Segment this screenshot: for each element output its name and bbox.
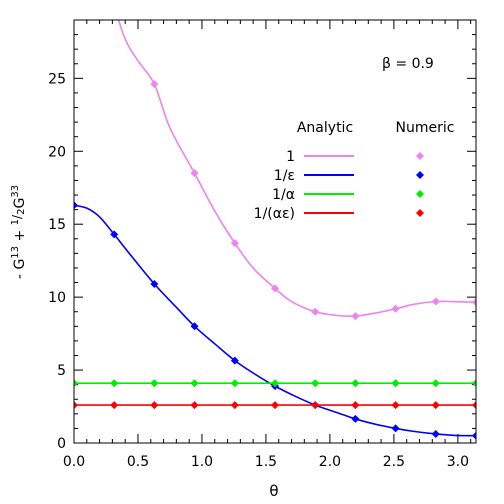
y-tick-label: 20 — [48, 144, 66, 160]
data-point-1 — [432, 430, 440, 438]
data-point-2 — [150, 379, 158, 387]
data-point-3 — [392, 401, 400, 409]
y-tick-label: 15 — [48, 217, 66, 233]
data-point-0 — [191, 169, 199, 177]
y-label-mid: G — [12, 198, 28, 209]
x-axis-label: θ — [269, 482, 278, 500]
y-tick-label: 5 — [57, 363, 66, 379]
x-tick-label: 1.0 — [191, 454, 213, 470]
y-tick-label: 10 — [48, 290, 66, 306]
data-point-2 — [191, 379, 199, 387]
legend-label-3: 1/(αε) — [254, 206, 295, 222]
legend-marker-3 — [416, 209, 424, 217]
data-point-2 — [311, 379, 319, 387]
data-point-3 — [110, 401, 118, 409]
x-tick-label: 1.5 — [255, 454, 277, 470]
data-point-1 — [392, 424, 400, 432]
data-point-3 — [311, 401, 319, 409]
data-point-2 — [432, 379, 440, 387]
legend: 1 1/ε 1/α 1/(αε) — [254, 149, 424, 222]
y-label-plus: + — [12, 225, 28, 246]
annotation-beta: β = 0.9 — [382, 56, 434, 72]
data-point-0 — [351, 312, 359, 320]
x-tick-label: 0.0 — [63, 454, 85, 470]
data-point-2 — [351, 379, 359, 387]
y-tick-label: 0 — [57, 436, 66, 452]
x-tick-label: 2.0 — [319, 454, 341, 470]
data-point-0 — [311, 308, 319, 316]
y-tick-label: 25 — [48, 71, 66, 87]
legend-label-0: 1 — [286, 149, 295, 165]
legend-marker-0 — [416, 152, 424, 160]
data-point-0 — [150, 80, 158, 88]
data-point-3 — [351, 401, 359, 409]
legend-marker-2 — [416, 190, 424, 198]
legend-label-2: 1/α — [272, 187, 295, 203]
data-point-3 — [150, 401, 158, 409]
legend-header-analytic: Analytic — [297, 120, 353, 136]
data-point-1 — [351, 415, 359, 423]
y-label-sup2: 33 — [10, 185, 21, 198]
x-tick-label: 2.5 — [383, 454, 405, 470]
y-axis-label: - G13 + 1/2G33 — [10, 185, 28, 279]
data-point-3 — [191, 401, 199, 409]
data-point-3 — [432, 401, 440, 409]
data-point-3 — [271, 401, 279, 409]
legend-header-numeric: Numeric — [396, 120, 455, 136]
data-point-0 — [432, 298, 440, 306]
x-tick-label: 0.5 — [127, 454, 149, 470]
series-line-0 — [74, 0, 476, 316]
data-point-2 — [392, 379, 400, 387]
y-label-sup1: 13 — [10, 246, 21, 259]
legend-label-1: 1/ε — [274, 168, 295, 184]
data-point-3 — [231, 401, 239, 409]
y-label-prefix: - G — [12, 259, 28, 279]
data-point-2 — [231, 379, 239, 387]
data-point-0 — [392, 305, 400, 313]
data-point-2 — [110, 379, 118, 387]
x-tick-label: 3.0 — [447, 454, 469, 470]
legend-marker-1 — [416, 171, 424, 179]
